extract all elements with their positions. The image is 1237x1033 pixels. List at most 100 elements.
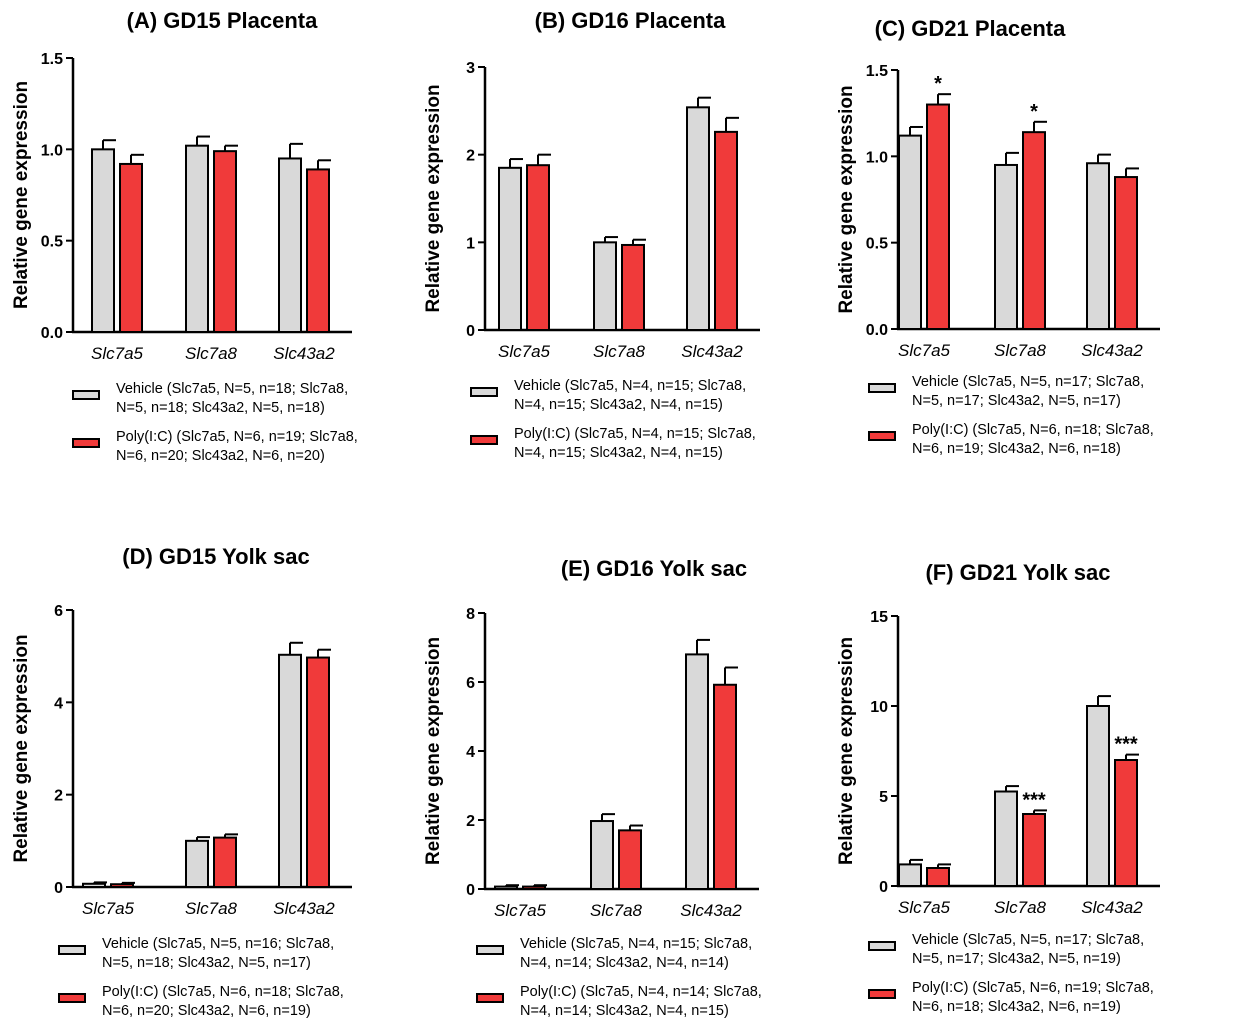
legend-b: Vehicle (Slc7a5, N=4, n=15; Slc7a8, N=4,…	[470, 377, 756, 473]
vehicle-swatch	[868, 383, 896, 393]
legend-item-polyic: Poly(I:C) (Slc7a5, N=4, n=15; Slc7a8, N=…	[470, 425, 756, 463]
significance-marker: ***	[1114, 734, 1138, 756]
y-tick-label: 0	[466, 323, 475, 340]
polyic-bar-slc43a2	[306, 168, 330, 333]
x-category-label: Slc7a5	[82, 899, 135, 918]
vehicle-bar-slc7a5	[494, 885, 518, 890]
legend-item-polyic: Poly(I:C) (Slc7a5, N=6, n=18; Slc7a8, N=…	[58, 983, 344, 1021]
legend-c: Vehicle (Slc7a5, N=5, n=17; Slc7a8, N=5,…	[868, 373, 1154, 469]
y-tick-label: 0.5	[41, 234, 63, 251]
legend-e: Vehicle (Slc7a5, N=4, n=15; Slc7a8, N=4,…	[476, 935, 762, 1031]
chart-title: (B) GD16 Placenta	[535, 8, 726, 33]
vehicle-bar-slc7a8	[590, 820, 614, 890]
vehicle-bar-slc43a2	[686, 106, 710, 332]
x-category-label: Slc7a8	[994, 341, 1047, 360]
vehicle-bar-slc7a5	[898, 863, 922, 887]
x-category-label: Slc7a5	[898, 341, 951, 360]
y-tick-label: 4	[466, 744, 475, 761]
vehicle-swatch	[58, 945, 86, 955]
y-tick-label: 6	[54, 603, 63, 620]
vehicle-bar-slc7a5	[498, 166, 522, 331]
vehicle-bar-slc7a8	[185, 839, 209, 889]
legend-label-vehicle: Vehicle (Slc7a5, N=5, n=18; Slc7a8, N=5,…	[116, 381, 349, 416]
legend-label-polyic: Poly(I:C) (Slc7a5, N=6, n=18; Slc7a8, N=…	[912, 422, 1154, 457]
y-tick-label: 5	[879, 789, 888, 806]
chart-e: (E) GD16 Yolk sac Relative gene expressio…	[423, 556, 759, 920]
chart-title: (A) GD15 Placenta	[127, 8, 318, 33]
polyic-bar-slc7a8	[213, 836, 237, 888]
polyic-bar-slc7a5	[119, 162, 143, 333]
vehicle-bar-slc43a2	[278, 157, 302, 333]
vehicle-bar-slc7a8	[185, 144, 209, 333]
polyic-bar-slc7a8	[1022, 813, 1046, 887]
x-category-label: Slc7a5	[91, 344, 144, 363]
significance-marker: *	[934, 73, 942, 95]
vehicle-bar-slc7a5	[898, 134, 922, 330]
y-tick-label: 2	[466, 148, 475, 165]
legend-item-vehicle: Vehicle (Slc7a5, N=5, n=16; Slc7a8, N=5,…	[58, 935, 344, 973]
y-tick-label: 0	[879, 879, 888, 896]
polyic-bar-slc43a2	[1114, 176, 1138, 330]
polyic-swatch	[58, 993, 86, 1003]
panel-b: (B) GD16 Placenta Relative gene expressio…	[412, 0, 824, 500]
y-tick-label: 1.0	[41, 142, 63, 159]
x-category-label: Slc43a2	[273, 344, 335, 363]
y-tick-label: 0	[54, 880, 63, 897]
y-axis-label: Relative gene expression	[423, 637, 444, 865]
chart-b: (B) GD16 Placenta Relative gene expressio…	[423, 8, 760, 361]
panel-d: (D) GD15 Yolk sac Relative gene expressio…	[0, 530, 412, 1033]
polyic-bar-slc7a8	[621, 243, 645, 331]
polyic-swatch	[868, 989, 896, 999]
polyic-bar-slc43a2	[713, 683, 737, 890]
polyic-bar-slc43a2	[306, 656, 330, 888]
y-tick-label: 2	[466, 813, 475, 830]
vehicle-bar-slc7a8	[994, 163, 1018, 330]
y-tick-label: 0	[466, 882, 475, 899]
y-tick-label: 0.5	[866, 236, 888, 253]
y-tick-label: 10	[870, 699, 888, 716]
x-category-label: Slc7a5	[494, 901, 547, 920]
legend-label-polyic: Poly(I:C) (Slc7a5, N=6, n=19; Slc7a8, N=…	[912, 980, 1154, 1015]
polyic-bar-slc7a5	[522, 885, 546, 890]
x-category-label: Slc7a8	[593, 342, 646, 361]
y-tick-label: 1	[466, 235, 475, 252]
y-tick-label: 0.0	[866, 322, 888, 339]
legend-label-vehicle: Vehicle (Slc7a5, N=5, n=17; Slc7a8, N=5,…	[912, 932, 1145, 967]
legend-item-polyic: Poly(I:C) (Slc7a5, N=6, n=19; Slc7a8, N=…	[72, 428, 358, 466]
vehicle-bar-slc7a5	[91, 148, 115, 333]
legend-label-polyic: Poly(I:C) (Slc7a5, N=6, n=19; Slc7a8, N=…	[116, 429, 358, 464]
x-category-label: Slc7a8	[994, 898, 1047, 917]
x-category-label: Slc7a5	[898, 898, 951, 917]
vehicle-bar-slc7a8	[994, 790, 1018, 887]
vehicle-bar-slc43a2	[1086, 705, 1110, 887]
legend-item-vehicle: Vehicle (Slc7a5, N=5, n=17; Slc7a8, N=5,…	[868, 931, 1154, 969]
x-category-label: Slc7a8	[590, 901, 643, 920]
legend-label-polyic: Poly(I:C) (Slc7a5, N=4, n=15; Slc7a8, N=…	[514, 426, 756, 461]
legend-d: Vehicle (Slc7a5, N=5, n=16; Slc7a8, N=5,…	[58, 935, 344, 1031]
legend-label-vehicle: Vehicle (Slc7a5, N=5, n=17; Slc7a8, N=5,…	[912, 374, 1145, 409]
significance-marker: *	[1030, 101, 1038, 123]
legend-item-vehicle: Vehicle (Slc7a5, N=4, n=15; Slc7a8, N=4,…	[470, 377, 756, 415]
x-category-label: Slc43a2	[681, 342, 743, 361]
y-tick-label: 15	[870, 609, 888, 626]
polyic-bar-slc7a5	[110, 883, 134, 889]
x-category-label: Slc7a8	[185, 344, 238, 363]
legend-label-vehicle: Vehicle (Slc7a5, N=5, n=16; Slc7a8, N=5,…	[102, 936, 335, 971]
x-category-label: Slc43a2	[273, 899, 335, 918]
y-tick-label: 1.0	[866, 149, 888, 166]
x-category-label: Slc43a2	[1081, 898, 1143, 917]
legend-item-vehicle: Vehicle (Slc7a5, N=5, n=17; Slc7a8, N=5,…	[868, 373, 1154, 411]
polyic-bar-slc7a8	[618, 829, 642, 891]
significance-marker: ***	[1022, 789, 1046, 811]
polyic-bar-slc7a5	[926, 103, 950, 330]
vehicle-bar-slc43a2	[278, 653, 302, 889]
chart-title: (F) GD21 Yolk sac	[925, 560, 1110, 585]
vehicle-bar-slc7a8	[593, 241, 617, 331]
y-tick-label: 1.5	[866, 63, 888, 80]
y-tick-label: 0.0	[41, 325, 63, 342]
y-axis-label: Relative gene expression	[836, 85, 857, 313]
legend-item-polyic: Poly(I:C) (Slc7a5, N=6, n=19; Slc7a8, N=…	[868, 979, 1154, 1017]
y-tick-label: 3	[466, 60, 475, 77]
chart-title: (C) GD21 Placenta	[875, 16, 1066, 41]
polyic-swatch	[476, 993, 504, 1003]
